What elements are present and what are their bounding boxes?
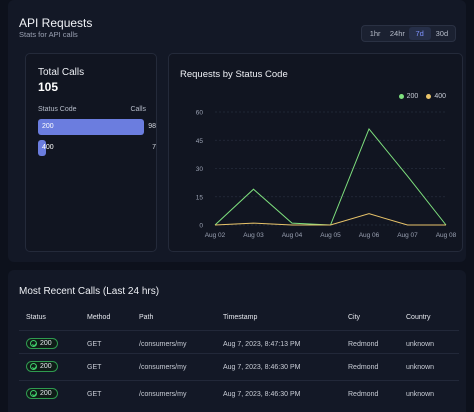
- status-call-count: 98: [148, 123, 156, 130]
- x-tick-label: Aug 04: [282, 232, 303, 239]
- status-badge-text: 200: [40, 363, 52, 370]
- total-calls-value: 105: [38, 80, 59, 94]
- requests-chart-card: Requests by Status Code 200 400 0 15 30 45 6…: [168, 53, 463, 252]
- status-bar-row: 400 7: [38, 140, 156, 156]
- recent-calls-panel: Most Recent Calls (Last 24 hrs) Status M…: [8, 270, 466, 412]
- col-method-header: Method: [87, 314, 111, 321]
- cell-timestamp: Aug 7, 2023, 8:47:13 PM: [223, 341, 301, 348]
- status-call-count: 7: [152, 144, 156, 151]
- chart-legend: 200 400: [398, 93, 446, 100]
- page-subtitle: Stats for API calls: [19, 30, 78, 39]
- series-line-200: [214, 127, 447, 226]
- row-divider: [19, 380, 459, 381]
- y-tick-label: 45: [196, 138, 204, 145]
- x-tick-label: Aug 08: [436, 232, 457, 239]
- legend-dot: [426, 94, 432, 99]
- status-code-label: 200: [42, 123, 54, 130]
- cell-timestamp: Aug 7, 2023, 8:46:30 PM: [223, 364, 301, 371]
- status-badge: 200: [26, 388, 58, 399]
- cell-country: unknown: [406, 391, 435, 398]
- requests-line-chart: 0 15 30 45 60 Aug 02 Aug 03 Aug 04 Aug 05 Aug 06 A…: [196, 110, 457, 240]
- total-calls-title: Total Calls: [38, 67, 85, 78]
- row-divider: [19, 330, 459, 331]
- cell-path: /consumers/my: [139, 364, 187, 371]
- status-code-header: Status Code: [38, 106, 77, 113]
- cell-city: Redmond: [348, 391, 379, 398]
- col-path-header: Path: [139, 314, 154, 321]
- y-tick-label: 15: [196, 194, 204, 201]
- col-country-header: Country: [406, 314, 431, 321]
- range-1hr-button[interactable]: 1hr: [369, 29, 381, 38]
- col-status-header: Status: [26, 314, 46, 321]
- range-24hr-button[interactable]: 24hr: [389, 29, 405, 38]
- x-tick-label: Aug 05: [320, 232, 341, 239]
- check-circle-icon: [30, 340, 37, 347]
- status-badge: 200: [26, 338, 58, 349]
- legend-item-400[interactable]: 400: [426, 93, 446, 100]
- cell-method: GET: [87, 341, 102, 348]
- x-tick-label: Aug 07: [397, 232, 418, 239]
- col-timestamp-header: Timestamp: [223, 314, 258, 321]
- cell-country: unknown: [406, 364, 435, 371]
- legend-dot: [398, 94, 404, 99]
- legend-item-200[interactable]: 200: [398, 93, 419, 100]
- status-bar-400: [38, 140, 46, 156]
- y-tick-label: 30: [196, 166, 204, 173]
- status-badge: 200: [26, 361, 58, 372]
- status-badge-text: 200: [40, 340, 52, 347]
- time-range-selector: 1hr 24hr 7d 30d: [361, 25, 456, 42]
- status-badge-text: 200: [40, 390, 52, 397]
- status-bar-200: [38, 119, 145, 135]
- cell-country: unknown: [406, 341, 435, 348]
- series-line-400: [214, 213, 446, 226]
- y-tick-label: 60: [196, 110, 204, 117]
- x-tick-label: Aug 03: [243, 232, 264, 239]
- check-circle-icon: [30, 390, 37, 397]
- api-requests-panel: API Requests Stats for API calls 1hr 24h…: [8, 0, 466, 262]
- col-city-header: City: [348, 314, 361, 321]
- page-title: API Requests: [19, 16, 93, 30]
- recent-calls-title: Most Recent Calls (Last 24 hrs): [19, 286, 160, 297]
- cell-city: Redmond: [348, 341, 379, 348]
- range-30d-button[interactable]: 30d: [435, 29, 449, 38]
- cell-timestamp: Aug 7, 2023, 8:46:30 PM: [223, 391, 301, 398]
- cell-path: /consumers/my: [139, 341, 187, 348]
- chart-title: Requests by Status Code: [180, 69, 288, 80]
- status-code-label: 400: [42, 144, 54, 151]
- range-7d-button[interactable]: 7d: [408, 27, 431, 40]
- cell-path: /consumers/my: [139, 391, 187, 398]
- total-calls-card: Total Calls 105 Status Code Calls 200 98…: [25, 53, 157, 252]
- calls-header: Calls: [130, 106, 146, 113]
- legend-label: 200: [406, 93, 419, 100]
- check-circle-icon: [30, 363, 37, 370]
- status-bar-row: 200 98: [38, 119, 156, 135]
- cell-method: GET: [87, 364, 102, 371]
- cell-city: Redmond: [348, 364, 379, 371]
- cell-method: GET: [87, 391, 102, 398]
- row-divider: [19, 353, 459, 354]
- x-tick-label: Aug 02: [205, 232, 226, 239]
- y-tick-label: 0: [199, 223, 203, 230]
- x-tick-label: Aug 06: [359, 232, 380, 239]
- legend-label: 400: [434, 93, 446, 100]
